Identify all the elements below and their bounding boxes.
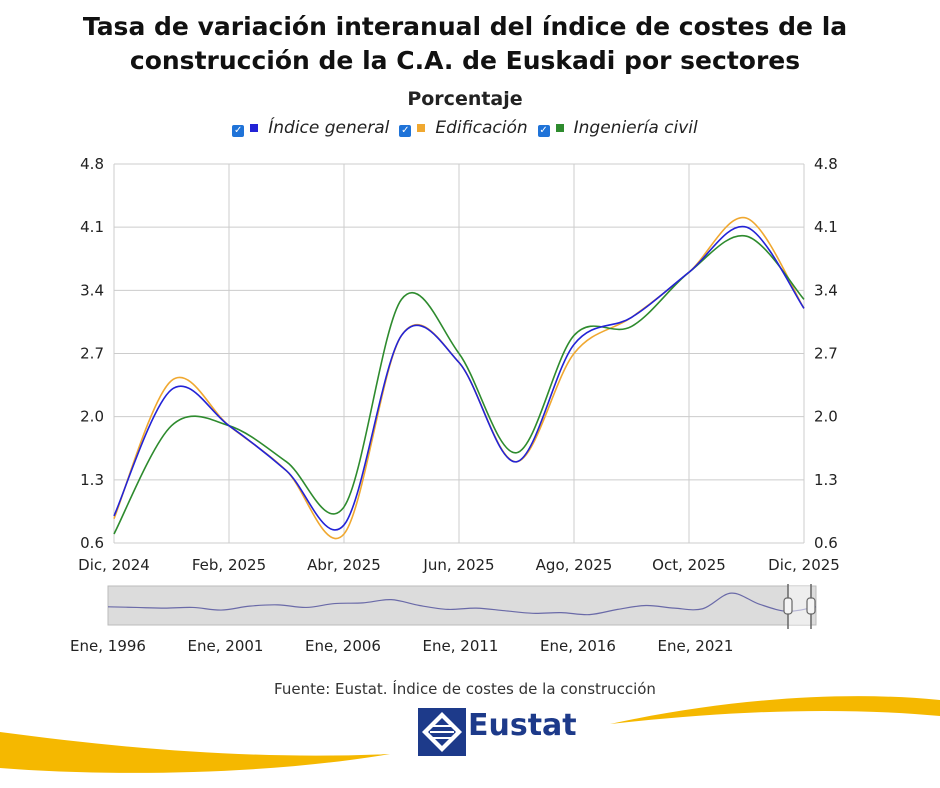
legend-item-indice-general[interactable]: ✓ Índice general bbox=[232, 118, 389, 138]
legend-label: Ingeniería civil bbox=[573, 118, 698, 138]
y-tick-label-right: 0.6 bbox=[814, 534, 838, 552]
swoosh-left-decoration bbox=[0, 732, 390, 773]
y-tick-label-right: 1.3 bbox=[814, 471, 838, 489]
y-tick-label-left: 4.1 bbox=[80, 218, 104, 236]
navigator-selected-range bbox=[788, 586, 811, 625]
navigator-tick-label: Ene, 2016 bbox=[540, 637, 616, 655]
legend-item-ingenieria-civil[interactable]: ✓ Ingeniería civil bbox=[537, 118, 698, 138]
legend-label: Índice general bbox=[268, 118, 390, 138]
navigator-series-line bbox=[107, 592, 817, 616]
navigator-tick-label: Ene, 2021 bbox=[658, 637, 734, 655]
series-swatch bbox=[417, 124, 426, 132]
y-tick-label-right: 2.0 bbox=[814, 408, 838, 426]
x-tick-label: Feb, 2025 bbox=[192, 556, 266, 574]
x-tick-label: Dic, 2025 bbox=[768, 556, 840, 574]
source-note: Fuente: Eustat. Índice de costes de la c… bbox=[274, 680, 656, 698]
y-tick-label-right: 4.8 bbox=[814, 155, 838, 173]
x-tick-label: Dic, 2024 bbox=[78, 556, 150, 574]
series-swatch bbox=[555, 124, 564, 132]
legend-item-edificacion[interactable]: ✓ Edificación bbox=[399, 118, 528, 138]
eustat-logo-icon bbox=[418, 708, 466, 756]
x-tick-label: Jun, 2025 bbox=[422, 556, 494, 574]
legend-label: Edificación bbox=[435, 118, 528, 138]
chart-subtitle: Porcentaje bbox=[407, 88, 523, 110]
y-tick-label-right: 2.7 bbox=[814, 345, 838, 363]
x-tick-label: Ago, 2025 bbox=[536, 556, 613, 574]
title-line-1: Tasa de variación interanual del índice … bbox=[82, 12, 848, 41]
navigator-handle[interactable] bbox=[806, 597, 816, 615]
checkbox-icon[interactable]: ✓ bbox=[399, 124, 412, 137]
y-tick-label-left: 3.4 bbox=[80, 281, 104, 299]
navigator-tick-label: Ene, 2011 bbox=[423, 637, 499, 655]
checkbox-icon[interactable]: ✓ bbox=[537, 124, 550, 137]
swoosh-right-decoration bbox=[610, 696, 940, 724]
y-tick-label-right: 3.4 bbox=[814, 281, 838, 299]
series-swatch bbox=[250, 124, 259, 132]
checkbox-icon[interactable]: ✓ bbox=[232, 124, 245, 137]
y-tick-label-left: 0.6 bbox=[80, 534, 104, 552]
y-tick-label-right: 4.1 bbox=[814, 218, 838, 236]
eustat-logo-text: Eustat bbox=[468, 708, 577, 743]
y-tick-label-left: 1.3 bbox=[80, 471, 104, 489]
y-tick-label-left: 2.0 bbox=[80, 408, 104, 426]
navigator-tick-label: Ene, 2006 bbox=[305, 637, 381, 655]
y-tick-label-left: 2.7 bbox=[80, 345, 104, 363]
navigator-tick-label: Ene, 2001 bbox=[188, 637, 264, 655]
x-tick-label: Abr, 2025 bbox=[307, 556, 381, 574]
chart-title: Tasa de variación interanual del índice … bbox=[0, 10, 930, 78]
y-tick-label-left: 4.8 bbox=[80, 155, 104, 173]
title-line-2: construcción de la C.A. de Euskadi por s… bbox=[129, 46, 801, 75]
navigator-handle[interactable] bbox=[783, 597, 793, 615]
navigator-background bbox=[107, 585, 817, 626]
x-tick-label: Oct, 2025 bbox=[652, 556, 726, 574]
navigator-tick-label: Ene, 1996 bbox=[70, 637, 146, 655]
series-line-indice-general bbox=[113, 225, 805, 531]
legend: ✓ Índice general ✓ Edificación ✓ Ingenie… bbox=[0, 118, 930, 138]
